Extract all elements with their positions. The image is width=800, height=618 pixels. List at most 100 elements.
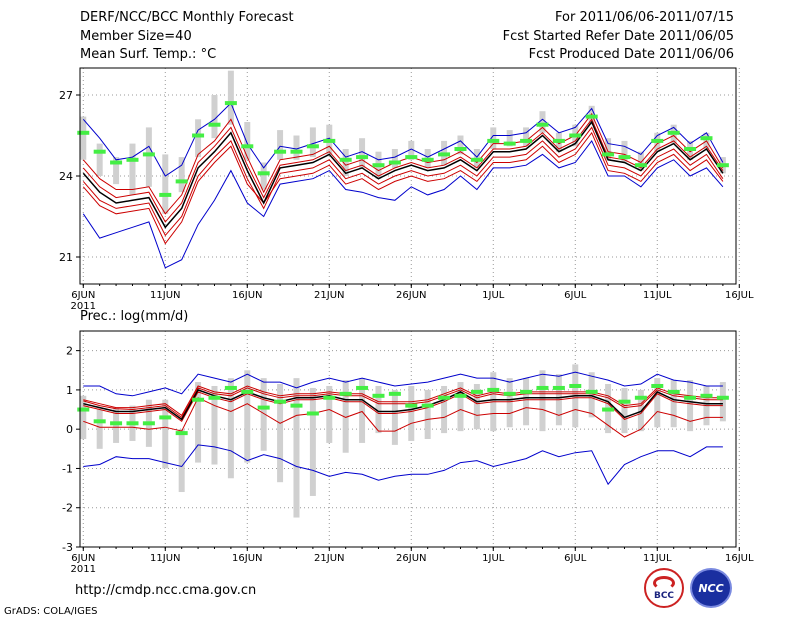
temperature-median-line — [82, 120, 724, 229]
precipitation-ytick-label: -3 — [62, 541, 73, 554]
temperature-mean-marker — [241, 144, 254, 149]
precipitation-box — [670, 380, 677, 428]
temperature-box — [162, 154, 169, 214]
temperature-box — [129, 143, 136, 195]
precipitation-box — [80, 395, 87, 439]
variable-label: Mean Surf. Temp.: °C — [80, 47, 217, 62]
temperature-mean-marker — [585, 114, 598, 119]
precipitation-box — [719, 382, 726, 422]
temperature-box — [359, 138, 366, 168]
precipitation-mean-marker — [716, 395, 729, 400]
precipitation-box — [687, 380, 694, 432]
temperature-min-line — [82, 139, 724, 269]
temperature-xtick-label: 1JUL — [482, 290, 505, 301]
temperature-mean-marker — [290, 149, 303, 154]
precipitation-mean-marker — [356, 385, 369, 390]
chart-title: DERF/NCC/BCC Monthly Forecast — [80, 10, 294, 25]
precipitation-min-line — [83, 444, 723, 486]
temperature-box — [605, 138, 612, 160]
temperature-mean-marker — [356, 155, 369, 160]
temperature-mean-marker — [192, 133, 205, 138]
precipitation-mean-marker — [503, 391, 516, 396]
temperature-mean-marker — [438, 152, 451, 157]
precipitation-box — [621, 387, 628, 434]
temperature-box — [457, 135, 464, 155]
precipitation-median-line — [83, 388, 723, 421]
temperature-q10-line — [82, 131, 724, 245]
temperature-mean-marker — [470, 157, 483, 162]
precipitation-mean-marker — [700, 393, 713, 398]
temperature-xtick-label: 21JUN — [314, 290, 344, 301]
temperature-box — [260, 162, 267, 190]
precipitation-mean-marker — [274, 399, 287, 404]
grads-credit: GrADS: COLA/IGES — [4, 606, 98, 617]
precipitation-box — [506, 378, 513, 428]
precipitation-box — [96, 409, 103, 449]
precipitation-box — [391, 389, 398, 445]
temperature-mean-marker — [454, 147, 467, 151]
precipitation-box — [162, 399, 169, 469]
precipitation-mean-marker — [192, 397, 205, 402]
temperature-q25-line — [82, 126, 724, 237]
precipitation-q10-line — [83, 397, 723, 438]
precipitation-ytick-label: 0 — [66, 423, 73, 436]
temperature-xtick-label: 6JUN — [71, 290, 95, 301]
temperature-max-line — [82, 102, 724, 177]
precipitation-box — [473, 384, 480, 430]
precipitation-box — [441, 385, 448, 434]
precipitation-mean-marker — [110, 421, 123, 426]
temperature-mean-marker — [667, 130, 680, 135]
precipitation-mean-marker — [684, 395, 697, 400]
precipitation-mean-marker — [159, 415, 172, 420]
temperature-mean-marker — [257, 171, 270, 176]
precipitation-box — [408, 385, 415, 441]
precipitation-box — [277, 384, 284, 483]
temperature-box — [211, 95, 218, 139]
source-url[interactable]: http://cmdp.ncc.cma.gov.cn — [75, 583, 257, 598]
precipitation-mean-marker — [306, 411, 319, 416]
temperature-mean-marker — [323, 138, 336, 143]
precipitation-mean-marker — [175, 431, 188, 436]
precipitation-box — [195, 382, 202, 463]
precipitation-box — [178, 429, 185, 493]
precipitation-mean-marker — [520, 389, 533, 394]
temperature-mean-marker — [520, 138, 533, 143]
temperature-xtick-label: 16JUN — [232, 290, 262, 301]
temperature-mean-marker — [421, 157, 434, 162]
precipitation-mean-marker — [618, 399, 631, 404]
temperature-q75-line — [82, 118, 724, 223]
temperature-ytick-label: 21 — [59, 251, 73, 264]
precipitation-ytick-label: 1 — [66, 384, 73, 397]
precipitation-box — [326, 385, 333, 443]
precipitation-box — [244, 370, 251, 463]
precipitation-xtick-label: 1JUL — [482, 553, 505, 564]
bcc-logo-text: BCC — [653, 591, 675, 601]
precipitation-q90-line — [83, 385, 723, 417]
temperature-xtick-label: 26JUN — [396, 290, 426, 301]
precipitation-box — [588, 372, 595, 418]
temperature-mean-marker — [388, 160, 401, 165]
precipitation-mean-marker — [290, 403, 303, 408]
temperature-box — [506, 130, 513, 147]
precipitation-mean-marker — [388, 391, 401, 396]
precipitation-xtick-label: 26JUN — [396, 553, 426, 564]
temperature-mean-marker — [405, 155, 418, 160]
precipitation-mean-marker — [651, 383, 664, 388]
temperature-box — [277, 130, 284, 160]
temperature-box — [523, 127, 530, 147]
temperature-mean-marker — [224, 101, 237, 106]
temperature-mean-marker — [536, 122, 549, 127]
temperature-mean-marker — [487, 138, 500, 143]
temperature-box — [178, 157, 185, 193]
precipitation-mean-marker — [487, 387, 500, 392]
temperature-ytick-label: 24 — [59, 170, 73, 183]
temperature-ytick-label: 27 — [59, 89, 73, 102]
precipitation-mean-marker — [602, 407, 615, 412]
temperature-mean-marker — [175, 179, 188, 184]
precipitation-xtick-label: 11JUN — [150, 553, 180, 564]
precipitation-mean-marker — [421, 403, 434, 408]
temperature-box — [391, 149, 398, 168]
precipitation-mean-marker — [339, 391, 352, 396]
precipitation-mean-marker — [438, 395, 451, 400]
